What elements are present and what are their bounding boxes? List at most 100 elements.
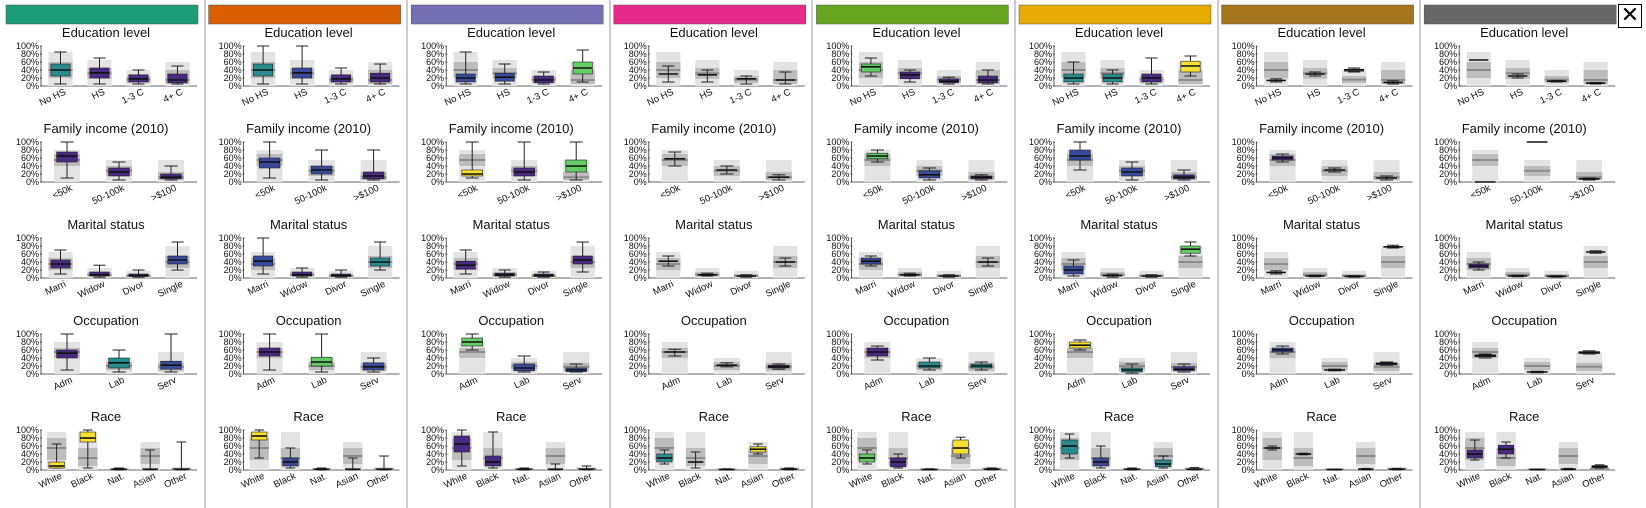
y-tick-label: 0% bbox=[1242, 273, 1255, 283]
x-tick-label: Other bbox=[770, 471, 796, 491]
x-tick-label: Divor bbox=[1337, 279, 1362, 298]
x-tick-label: >$100 bbox=[757, 183, 786, 204]
y-tick-label: 20% bbox=[426, 73, 444, 83]
y-tick-label: 60% bbox=[21, 153, 39, 163]
y-tick-label: 100% bbox=[1232, 41, 1255, 51]
y-tick-label: 100% bbox=[421, 41, 444, 51]
y-tick-label: 40% bbox=[426, 449, 444, 459]
x-tick-label: Single bbox=[359, 279, 388, 300]
y-tick-label: 40% bbox=[1237, 257, 1255, 267]
y-tick-label: 100% bbox=[16, 425, 39, 435]
panel-title: Race bbox=[496, 409, 526, 424]
close-button[interactable]: ✕ bbox=[1618, 4, 1642, 28]
y-tick-label: 20% bbox=[1439, 265, 1457, 275]
y-tick-label: 80% bbox=[426, 49, 444, 59]
box bbox=[48, 461, 65, 469]
x-tick-label: 1-3 C bbox=[930, 87, 956, 107]
reference-iqr bbox=[1576, 172, 1603, 180]
y-tick-label: 40% bbox=[1439, 353, 1457, 363]
x-tick-label: Divor bbox=[1134, 279, 1159, 298]
y-tick-label: 80% bbox=[224, 145, 242, 155]
x-tick-label: Marri bbox=[854, 279, 878, 298]
x-tick-label: Asian bbox=[1144, 471, 1170, 491]
y-tick-label: 80% bbox=[224, 49, 242, 59]
x-tick-label: Marri bbox=[1259, 279, 1283, 298]
y-tick-label: 20% bbox=[1439, 361, 1457, 371]
panel-title: Occupation bbox=[1289, 313, 1355, 328]
panel-title: Occupation bbox=[884, 313, 950, 328]
panel-title: Occupation bbox=[681, 313, 747, 328]
y-tick-label: 60% bbox=[426, 249, 444, 259]
x-tick-label: Single bbox=[1372, 279, 1401, 300]
x-tick-label: White bbox=[645, 471, 672, 491]
panel-title: Education level bbox=[467, 25, 555, 40]
y-tick-label: 80% bbox=[1439, 145, 1457, 155]
x-tick-label: No HS bbox=[443, 87, 473, 109]
x-tick-label: >$100 bbox=[555, 183, 584, 204]
y-tick-label: 40% bbox=[426, 161, 444, 171]
panel-title: Occupation bbox=[276, 313, 342, 328]
x-tick-label: <50k bbox=[1469, 183, 1493, 202]
y-tick-label: 40% bbox=[21, 257, 39, 267]
x-tick-label: 50-100k bbox=[496, 183, 532, 208]
y-tick-label: 80% bbox=[1237, 337, 1255, 347]
y-tick-label: 80% bbox=[1439, 49, 1457, 59]
x-tick-label: Serv bbox=[359, 375, 382, 393]
y-tick-label: 0% bbox=[26, 177, 39, 187]
y-tick-label: 100% bbox=[16, 329, 39, 339]
x-tick-label: Other bbox=[1175, 471, 1201, 491]
y-tick-label: 40% bbox=[426, 257, 444, 267]
y-tick-label: 80% bbox=[629, 49, 647, 59]
y-tick-label: 0% bbox=[229, 369, 242, 379]
y-tick-label: 60% bbox=[1034, 57, 1052, 67]
y-tick-label: 20% bbox=[1237, 457, 1255, 467]
x-tick-label: Single bbox=[1574, 279, 1603, 300]
y-tick-label: 40% bbox=[426, 353, 444, 363]
y-tick-label: 100% bbox=[16, 233, 39, 243]
y-tick-label: 20% bbox=[1034, 73, 1052, 83]
x-tick-label: Nat. bbox=[714, 471, 734, 488]
y-tick-label: 100% bbox=[826, 329, 849, 339]
x-tick-label: Lab bbox=[310, 375, 329, 392]
x-tick-label: Adm bbox=[1470, 375, 1492, 393]
y-tick-label: 80% bbox=[629, 241, 647, 251]
y-tick-label: 20% bbox=[831, 361, 849, 371]
y-tick-label: 20% bbox=[426, 265, 444, 275]
panel-title: Family income (2010) bbox=[1057, 121, 1182, 136]
y-tick-label: 100% bbox=[1232, 137, 1255, 147]
x-tick-label: No HS bbox=[38, 87, 68, 109]
y-tick-label: 60% bbox=[831, 249, 849, 259]
box bbox=[484, 455, 502, 467]
y-tick-label: 0% bbox=[229, 81, 242, 91]
y-tick-label: 20% bbox=[426, 361, 444, 371]
y-tick-label: 20% bbox=[629, 361, 647, 371]
y-tick-label: 0% bbox=[1039, 177, 1052, 187]
y-tick-label: 40% bbox=[1034, 353, 1052, 363]
y-tick-label: 100% bbox=[219, 41, 242, 51]
panel-title: Marital status bbox=[675, 217, 753, 232]
y-tick-label: 40% bbox=[1439, 449, 1457, 459]
y-tick-label: 80% bbox=[831, 337, 849, 347]
x-tick-label: HS bbox=[901, 87, 918, 103]
x-tick-label: Marri bbox=[1462, 279, 1486, 298]
panel-title: Race bbox=[1306, 409, 1336, 424]
x-tick-label: 50-100k bbox=[1509, 183, 1545, 208]
panel-title: Education level bbox=[1278, 25, 1366, 40]
y-tick-label: 60% bbox=[1439, 441, 1457, 451]
x-tick-label: Widow bbox=[887, 279, 918, 301]
y-tick-label: 20% bbox=[224, 169, 242, 179]
x-tick-label: Divor bbox=[1539, 279, 1564, 298]
y-tick-label: 60% bbox=[224, 345, 242, 355]
x-tick-label: Lab bbox=[715, 375, 734, 392]
x-tick-label: Marri bbox=[651, 279, 675, 298]
x-tick-label: 1-3 C bbox=[323, 87, 349, 107]
y-tick-label: 60% bbox=[831, 441, 849, 451]
y-tick-label: 20% bbox=[1237, 265, 1255, 275]
x-tick-label: Marri bbox=[449, 279, 473, 298]
y-tick-label: 0% bbox=[1039, 273, 1052, 283]
panel-title: Education level bbox=[1075, 25, 1163, 40]
y-tick-label: 80% bbox=[629, 337, 647, 347]
x-tick-label: Single bbox=[1169, 279, 1198, 300]
x-tick-label: >$100 bbox=[1365, 183, 1394, 204]
y-tick-label: 80% bbox=[224, 241, 242, 251]
